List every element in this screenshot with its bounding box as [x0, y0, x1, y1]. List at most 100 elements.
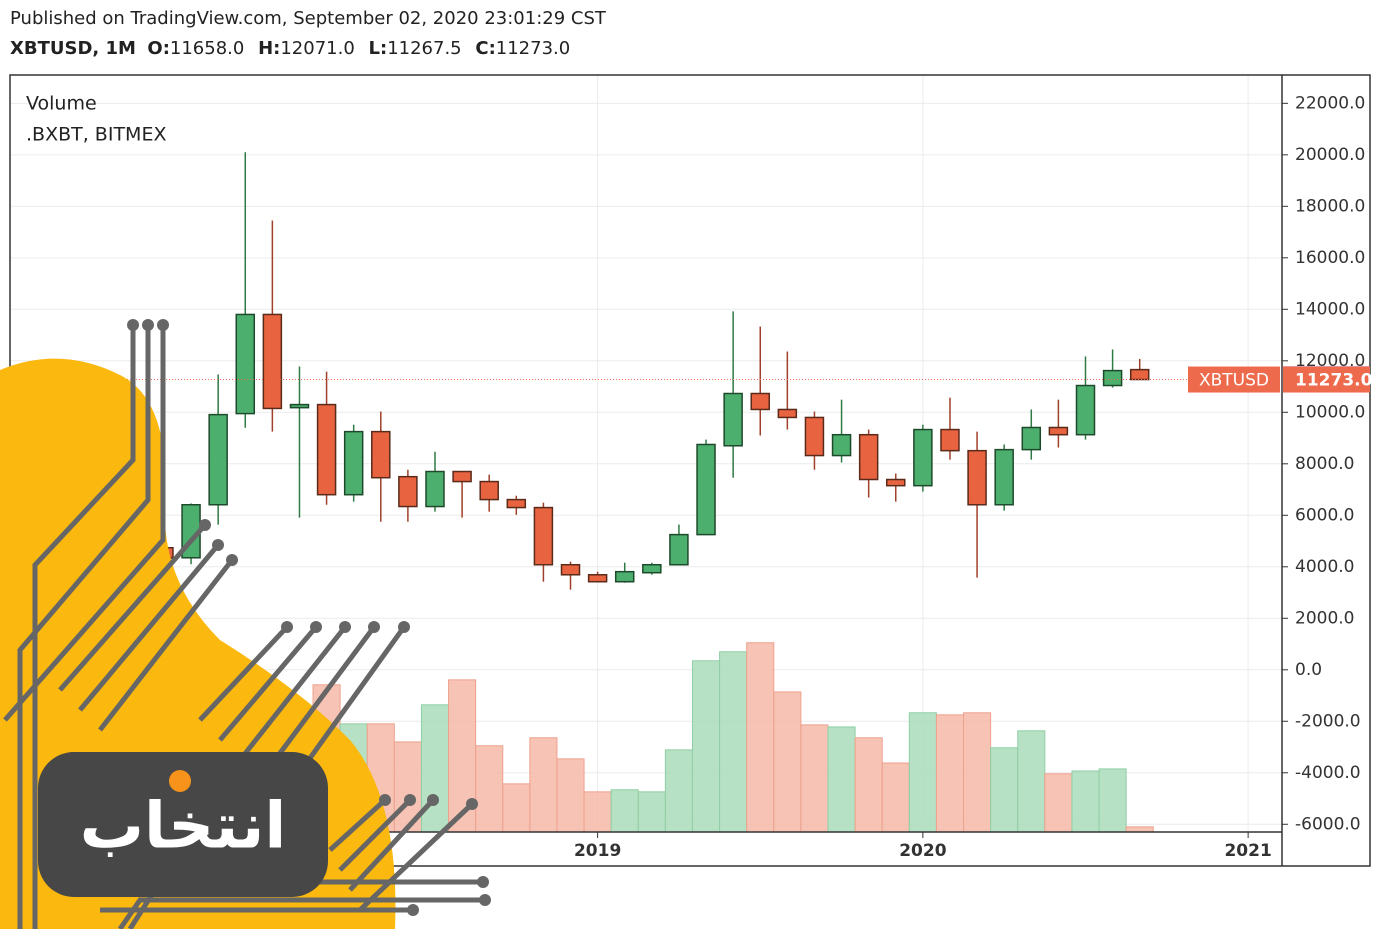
candle-body — [452, 470, 472, 483]
legend-line: Volume — [26, 93, 97, 115]
candle-body — [994, 448, 1014, 506]
candle-body — [425, 470, 445, 508]
volume-bar — [556, 758, 585, 833]
y-tick-label: 12000.0 — [1295, 351, 1365, 371]
ohlc-value: 12071.0 — [280, 38, 355, 59]
logo-coin — [169, 770, 191, 792]
candle-body — [967, 449, 987, 506]
y-tick-label: -2000.0 — [1295, 711, 1361, 731]
y-tick-label: 8000.0 — [1295, 454, 1354, 474]
candle-body — [777, 408, 798, 419]
candle-body — [1021, 426, 1042, 451]
volume-bar — [1071, 770, 1100, 833]
candle-body — [343, 430, 364, 496]
candle-body — [1102, 369, 1123, 387]
ohlc-value: 11658.0 — [169, 38, 245, 59]
candle-body — [208, 413, 228, 506]
x-tick-label: 2020 — [899, 841, 946, 861]
volume-bar — [691, 660, 721, 833]
candle-body — [642, 563, 662, 574]
candle-body — [289, 403, 310, 409]
candle-body — [235, 313, 256, 415]
candle-body — [316, 403, 337, 496]
symbol: XBTUSD, 1M — [10, 38, 136, 59]
x-tick-label: 2021 — [1224, 841, 1271, 861]
logo-badge — [38, 752, 328, 897]
axes: -6000.0 -4000.0 -2000.0 0.0 2000.0 4000.0 6000… — [574, 93, 1373, 861]
candle-body — [560, 563, 581, 576]
candle-body — [804, 416, 825, 457]
candle-body — [1075, 384, 1096, 436]
candle-body — [262, 313, 283, 410]
ohlc-key: C: — [475, 38, 496, 59]
volume-bar — [664, 749, 693, 833]
candle-body — [587, 574, 608, 583]
series-label-box — [1188, 366, 1280, 393]
published-line: Published on TradingView.com, September … — [10, 8, 606, 29]
circuit-lines — [3, 325, 485, 929]
candle-body — [696, 443, 716, 536]
candle-body — [533, 506, 554, 566]
y-tick-label: 20000.0 — [1295, 145, 1365, 165]
series-label: XBTUSD — [1199, 371, 1269, 391]
ohlc-key: L: — [368, 38, 388, 59]
candle-body — [1048, 426, 1069, 436]
volume-bar — [1044, 773, 1073, 833]
candle-layer — [10, 152, 1282, 590]
volume-bar — [583, 791, 612, 833]
y-tick-label: 16000.0 — [1295, 248, 1365, 268]
y-tick-label: 0.0 — [1295, 660, 1322, 680]
volume-bar — [963, 712, 992, 833]
y-tick-label: 18000.0 — [1295, 196, 1365, 216]
candle-body — [750, 392, 770, 411]
candle-body — [669, 533, 689, 566]
volume-bar — [719, 651, 748, 833]
logo: انتخاب — [0, 319, 491, 929]
candle-body — [913, 428, 933, 487]
volume-bar — [475, 745, 504, 833]
volume-bar — [854, 737, 883, 833]
candle-body — [831, 433, 852, 457]
candle-body — [371, 430, 391, 479]
volume-bar — [773, 691, 802, 833]
candle-body — [506, 498, 527, 509]
volume-bar — [637, 791, 666, 833]
price-label: 11273.0 — [1295, 371, 1373, 391]
legend-line: .BXBT, BITMEX — [26, 124, 166, 146]
y-tick-label: -6000.0 — [1295, 814, 1361, 834]
volume-bar — [881, 762, 910, 833]
logo-text: انتخاب — [80, 790, 287, 864]
volume-bar — [1017, 730, 1046, 833]
candle-body — [886, 478, 906, 487]
symbol-line: XBTUSD, 1M O:11658.0 H:12071.0 L:11267.5… — [10, 38, 578, 59]
y-tick-label: -4000.0 — [1295, 763, 1361, 783]
circuit-dots — [127, 319, 491, 916]
volume-bar — [908, 712, 937, 833]
candle-body — [940, 428, 960, 452]
ohlc-value: 11267.5 — [387, 38, 462, 59]
volume-bar — [610, 789, 639, 833]
ohlc-key: O: — [147, 38, 170, 59]
volume-bar — [827, 726, 856, 833]
y-tick-label: 4000.0 — [1295, 557, 1354, 577]
volume-bar — [529, 737, 558, 833]
price-box — [1283, 366, 1370, 393]
y-tick-label: 22000.0 — [1295, 93, 1365, 113]
volume-bar — [935, 714, 965, 833]
volume-bar — [990, 747, 1019, 833]
volume-bar — [800, 724, 829, 833]
ohlc-key: H: — [258, 38, 281, 59]
x-tick-label: 2019 — [574, 841, 621, 861]
volume-bar — [1125, 826, 1154, 833]
candle-body — [398, 475, 418, 508]
candle-body — [614, 570, 635, 583]
volume-layer — [312, 642, 1154, 833]
candle-body — [723, 392, 743, 447]
y-tick-label: 2000.0 — [1295, 608, 1354, 628]
volume-bar — [420, 704, 450, 833]
volume-bar — [502, 783, 531, 833]
y-tick-label: 6000.0 — [1295, 505, 1354, 525]
y-tick-label: 10000.0 — [1295, 402, 1365, 422]
